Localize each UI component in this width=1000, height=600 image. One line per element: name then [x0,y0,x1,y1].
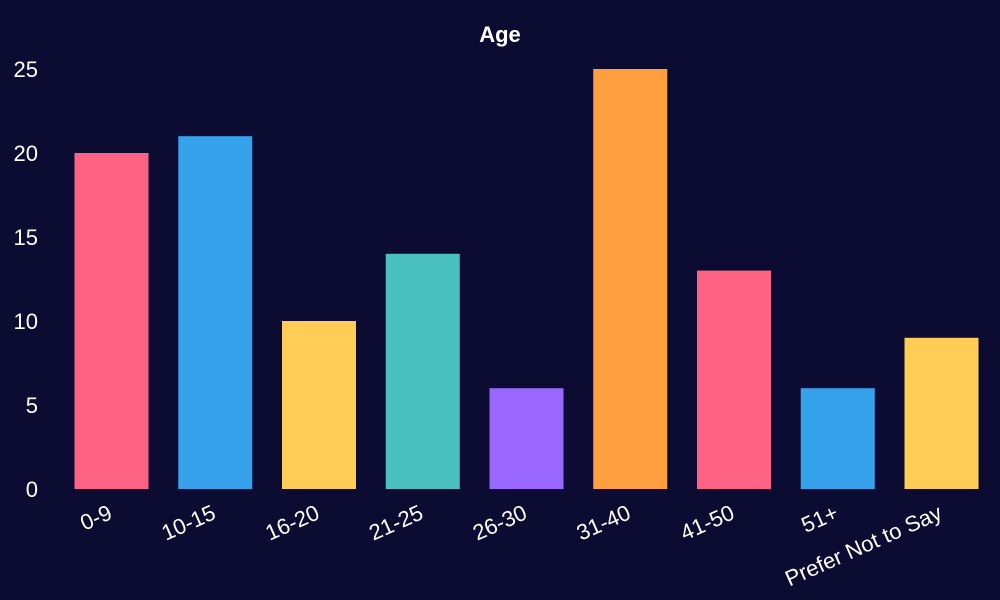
bar-26-30 [489,388,564,489]
x-tick-label: 41-50 [676,500,738,546]
y-tick-label: 0 [26,477,38,502]
y-axis: 0 5 10 15 20 25 [14,57,38,502]
chart-title: Age [479,22,521,47]
x-tick-label: 0-9 [76,500,115,536]
bar-0-9 [74,153,149,489]
bar-51- [800,388,875,489]
x-tick-label: 26-30 [469,500,531,546]
y-tick-label: 15 [14,225,38,250]
bar-10-15 [178,136,253,489]
x-tick-label: 31-40 [573,500,635,546]
y-tick-label: 5 [26,393,38,418]
bar-21-25 [385,253,460,489]
x-tick-label: 21-25 [365,500,427,546]
x-axis: 0-9 10-15 16-20 21-25 26-30 31-40 41-50 51+Pref… [76,500,945,591]
x-tick-label: 16-20 [261,500,323,546]
x-tick-label: 51+ [798,500,842,538]
bars-group [74,69,979,489]
bar-31-40 [593,69,668,489]
bar-16-20 [282,321,356,489]
bar-prefer-not-to-say [904,337,979,489]
bar-41-50 [697,270,771,489]
y-tick-label: 10 [14,309,38,334]
y-tick-label: 20 [14,141,38,166]
x-tick-label: 10-15 [158,500,220,546]
y-tick-label: 25 [14,57,38,82]
